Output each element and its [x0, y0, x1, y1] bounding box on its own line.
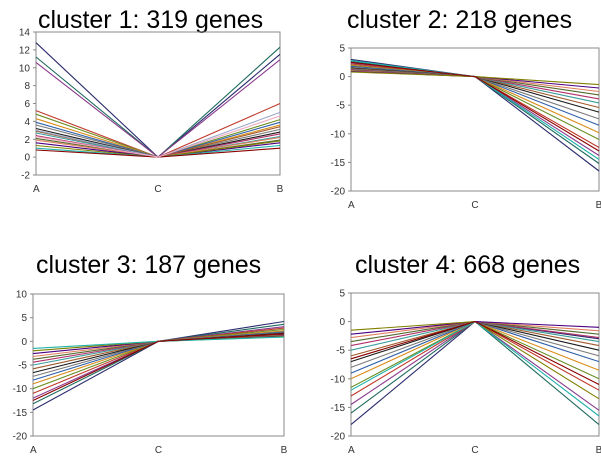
plot-frame [350, 47, 600, 192]
x-tick-label: A [33, 184, 40, 195]
chart-title: cluster 4: 668 genes [355, 251, 581, 279]
y-tick-label: 10 [19, 63, 31, 74]
y-tick-label: -10 [331, 374, 346, 385]
series-line [350, 61, 600, 152]
x-tick-label: B [596, 445, 601, 456]
y-tick-label: 0 [339, 72, 345, 83]
y-tick-label: 6 [24, 99, 30, 110]
y-tick-label: 5 [339, 289, 345, 300]
chart-panel-cluster-2: cluster 2: 218 genes -20 -15 -10 -5 0 5 A C B [301, 0, 601, 228]
chart-panel-cluster-1: cluster 1: 319 genes -2 0 2 4 6 8 10 12 14 A C B [0, 0, 300, 228]
chart-plot: -20 -15 -10 -5 0 5 A C B [331, 44, 601, 212]
chart-title: cluster 1: 319 genes [38, 6, 264, 34]
series-line [35, 115, 281, 158]
y-tick-label: -5 [336, 346, 345, 357]
series-line [32, 336, 285, 349]
chart-plot: -2 0 2 4 6 8 10 12 14 A C B [19, 28, 284, 196]
chart-plot: -20 -15 -10 -5 0 5 A C B [331, 289, 601, 457]
plot-frame [350, 292, 600, 437]
x-tick-label: A [30, 445, 37, 456]
y-tick-label: -5 [336, 101, 345, 112]
y-tick-label: -20 [13, 432, 28, 443]
series-line [350, 65, 600, 134]
plot-frame [35, 31, 281, 176]
y-tick-label: -10 [13, 384, 28, 395]
series-line [350, 70, 600, 93]
x-tick-label: C [154, 184, 161, 195]
y-tick-label: -15 [13, 408, 28, 419]
series-line [350, 67, 600, 113]
x-tick-label: C [155, 445, 162, 456]
x-tick-label: A [348, 200, 355, 211]
x-tick-label: B [277, 184, 284, 195]
x-tick-label: A [348, 445, 355, 456]
series-line [32, 332, 285, 374]
y-tick-label: 5 [21, 313, 27, 324]
chart-panel-cluster-3: cluster 3: 187 genes -20 -15 -10 -5 0 5 10 A C B [0, 229, 300, 457]
chart-title: cluster 2: 218 genes [347, 6, 573, 34]
y-tick-label: 0 [21, 337, 27, 348]
series-line [350, 321, 600, 385]
series-line [350, 320, 600, 388]
y-tick-label: 5 [339, 44, 345, 55]
x-tick-label: B [596, 200, 601, 211]
x-tick-label: C [471, 200, 478, 211]
y-tick-label: 14 [19, 28, 31, 39]
plot-frame [32, 293, 285, 437]
y-tick-label: -2 [21, 171, 30, 182]
series-line [350, 71, 600, 86]
y-tick-label: 12 [19, 45, 31, 56]
y-tick-label: -15 [331, 403, 346, 414]
y-tick-label: 4 [24, 117, 30, 128]
chart-panel-cluster-4: cluster 4: 668 genes -20 -15 -10 -5 0 5 A C B [301, 229, 601, 457]
y-tick-label: -5 [18, 361, 27, 372]
series-line [32, 332, 285, 377]
series-line [35, 147, 281, 158]
y-tick-label: -20 [331, 187, 346, 198]
y-tick-label: 10 [16, 290, 28, 301]
series-line [32, 333, 285, 401]
x-tick-label: B [281, 445, 288, 456]
chart-title: cluster 3: 187 genes [36, 251, 262, 279]
y-tick-label: 2 [24, 135, 30, 146]
y-tick-label: -20 [331, 432, 346, 443]
y-tick-label: -10 [331, 129, 346, 140]
y-tick-label: 0 [339, 317, 345, 328]
chart-plot: -20 -15 -10 -5 0 5 10 A C B [13, 290, 288, 457]
y-tick-label: 8 [24, 81, 30, 92]
y-tick-label: -15 [331, 158, 346, 169]
series-line [350, 70, 600, 89]
y-tick-label: 0 [24, 153, 30, 164]
x-tick-label: C [471, 445, 478, 456]
